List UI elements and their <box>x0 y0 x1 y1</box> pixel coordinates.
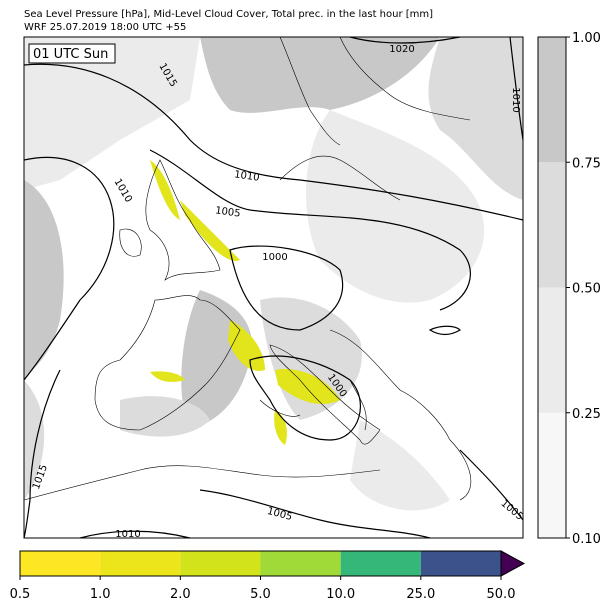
colorbar-tick-label: 2.0 <box>170 587 191 602</box>
title: Sea Level Pressure [hPa], Mid-Level Clou… <box>24 9 433 20</box>
isobar-label: 1010 <box>233 169 260 183</box>
map: 1020 1015 1010 1010 1010 1005 1000 1000 … <box>23 36 525 540</box>
time-label-box <box>28 43 116 64</box>
colorbar-segment <box>100 551 181 576</box>
isobar-label: 1000 <box>262 252 287 263</box>
colorbar-segment <box>538 162 566 288</box>
colorbar-segment <box>538 287 566 413</box>
time-label: 01 UTC Sun <box>33 47 108 62</box>
colorbar-tick-label: 0.50 <box>572 282 601 297</box>
colorbar-tick-label: 0.75 <box>572 156 601 171</box>
colorbar-tick-label: 0.25 <box>572 407 601 422</box>
colorbar-segment <box>538 412 566 538</box>
colorbar-segment <box>180 551 261 576</box>
colorbar-extend <box>500 550 526 577</box>
colorbar-segment <box>340 551 421 576</box>
colorbar-segment <box>260 551 341 576</box>
precip-colorbar: 0.5 1.0 2.0 5.0 10.0 25.0 50.0 <box>10 550 526 602</box>
colorbar-tick-label: 50.0 <box>487 587 516 602</box>
isobar-label: 1005 <box>214 205 241 219</box>
isobar-label: 1020 <box>389 44 414 55</box>
coastlines <box>23 36 472 501</box>
colorbar-tick-label: 10.0 <box>326 587 355 602</box>
colorbar-tick-label: 25.0 <box>406 587 435 602</box>
colorbar-segment <box>420 551 501 576</box>
colorbar-tick-label: 1.0 <box>90 587 111 602</box>
colorbar-tick-label: 1.00 <box>572 31 601 46</box>
subtitle: WRF 25.07.2019 18:00 UTC +55 <box>24 22 186 33</box>
isobars <box>23 36 524 539</box>
colorbar-tick-label: 0.5 <box>10 587 31 602</box>
map-frame <box>23 36 524 539</box>
colorbar-tick-label: 0.10 <box>572 532 601 547</box>
colorbar-tick-label: 5.0 <box>250 587 271 602</box>
colorbar-segment <box>20 551 101 576</box>
cloud-colorbar: 0.10 0.25 0.50 0.75 1.00 <box>537 31 601 547</box>
colorbar-segment <box>538 37 566 163</box>
isobar-label: 1010 <box>510 87 521 112</box>
isobar-label: 1010 <box>115 529 140 540</box>
